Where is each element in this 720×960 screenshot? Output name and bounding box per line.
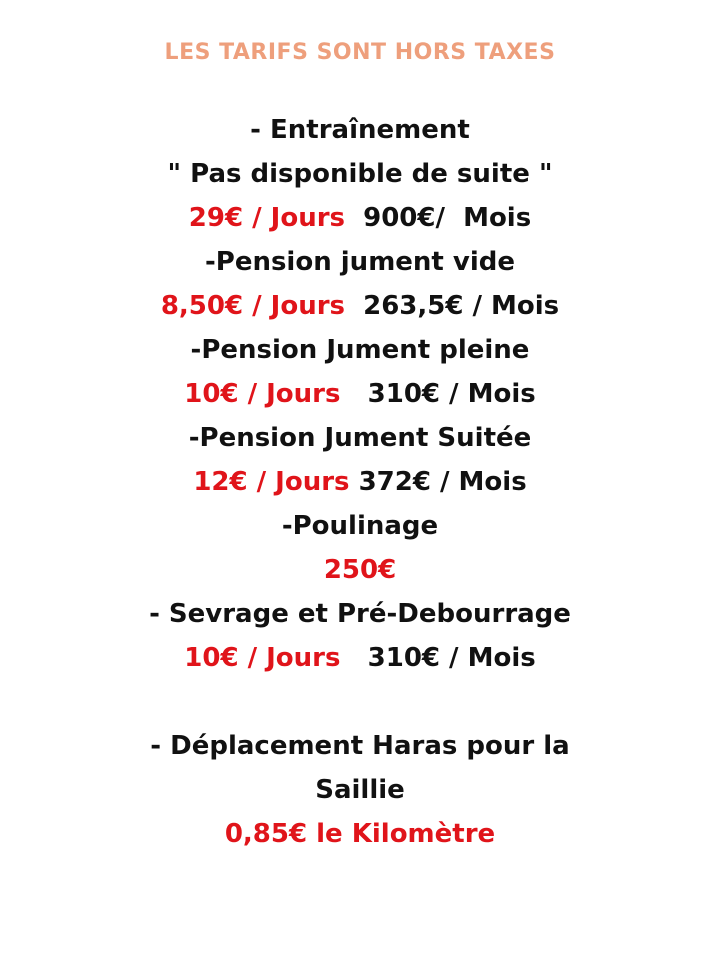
monthly-price: 263,5€ / Mois [345,291,560,321]
page-title: LES TARIFS SONT HORS TAXES [164,40,556,65]
daily-price: 12€ / Jours [193,467,350,497]
daily-price: 10€ / Jours [184,643,341,673]
per-km-price: 0,85€ le Kilomètre [224,819,496,849]
price-line: 8,50€ / Jours 263,5€ / Mois [0,284,720,328]
service-label: -Pension jument vide [204,247,516,277]
price-line: 29€ / Jours 900€/ Mois [0,196,720,240]
service-label: - Déplacement Haras pour la [150,731,570,761]
service-sevrage: - Sevrage et Pré-Debourrage [0,592,720,636]
service-pension-pleine: -Pension Jument pleine [0,328,720,372]
availability-note: " Pas disponible de suite " [0,152,720,196]
note-text: " Pas disponible de suite " [167,159,553,189]
price-line: 250€ [0,548,720,592]
daily-price: 8,50€ / Jours [160,291,345,321]
daily-price: 29€ / Jours [188,203,345,233]
service-deplacement: - Déplacement Haras pour la [0,724,720,768]
service-label: -Poulinage [281,511,439,541]
flat-price: 250€ [323,555,397,585]
tariff-list: - Entraînement " Pas disponible de suite… [0,108,720,856]
service-poulinage: -Poulinage [0,504,720,548]
price-line: 10€ / Jours 310€ / Mois [0,636,720,680]
spacer [0,680,720,724]
monthly-price: 900€/ Mois [345,203,532,233]
monthly-price: 310€ / Mois [340,379,536,409]
price-line: 10€ / Jours 310€ / Mois [0,372,720,416]
daily-price: 10€ / Jours [184,379,341,409]
service-label: Saillie [315,775,405,805]
service-label: -Pension Jument Suitée [188,423,532,453]
service-deplacement-cont: Saillie [0,768,720,812]
service-pension-suitee: -Pension Jument Suitée [0,416,720,460]
service-pension-vide: -Pension jument vide [0,240,720,284]
monthly-price: 310€ / Mois [340,643,536,673]
price-line: 12€ / Jours 372€ / Mois [0,460,720,504]
service-label: -Pension Jument pleine [190,335,530,365]
service-label: - Sevrage et Pré-Debourrage [149,599,571,629]
monthly-price: 372€ / Mois [349,467,527,497]
price-line: 0,85€ le Kilomètre [0,812,720,856]
service-label: - Entraînement [250,115,470,145]
service-entrainement: - Entraînement [0,108,720,152]
